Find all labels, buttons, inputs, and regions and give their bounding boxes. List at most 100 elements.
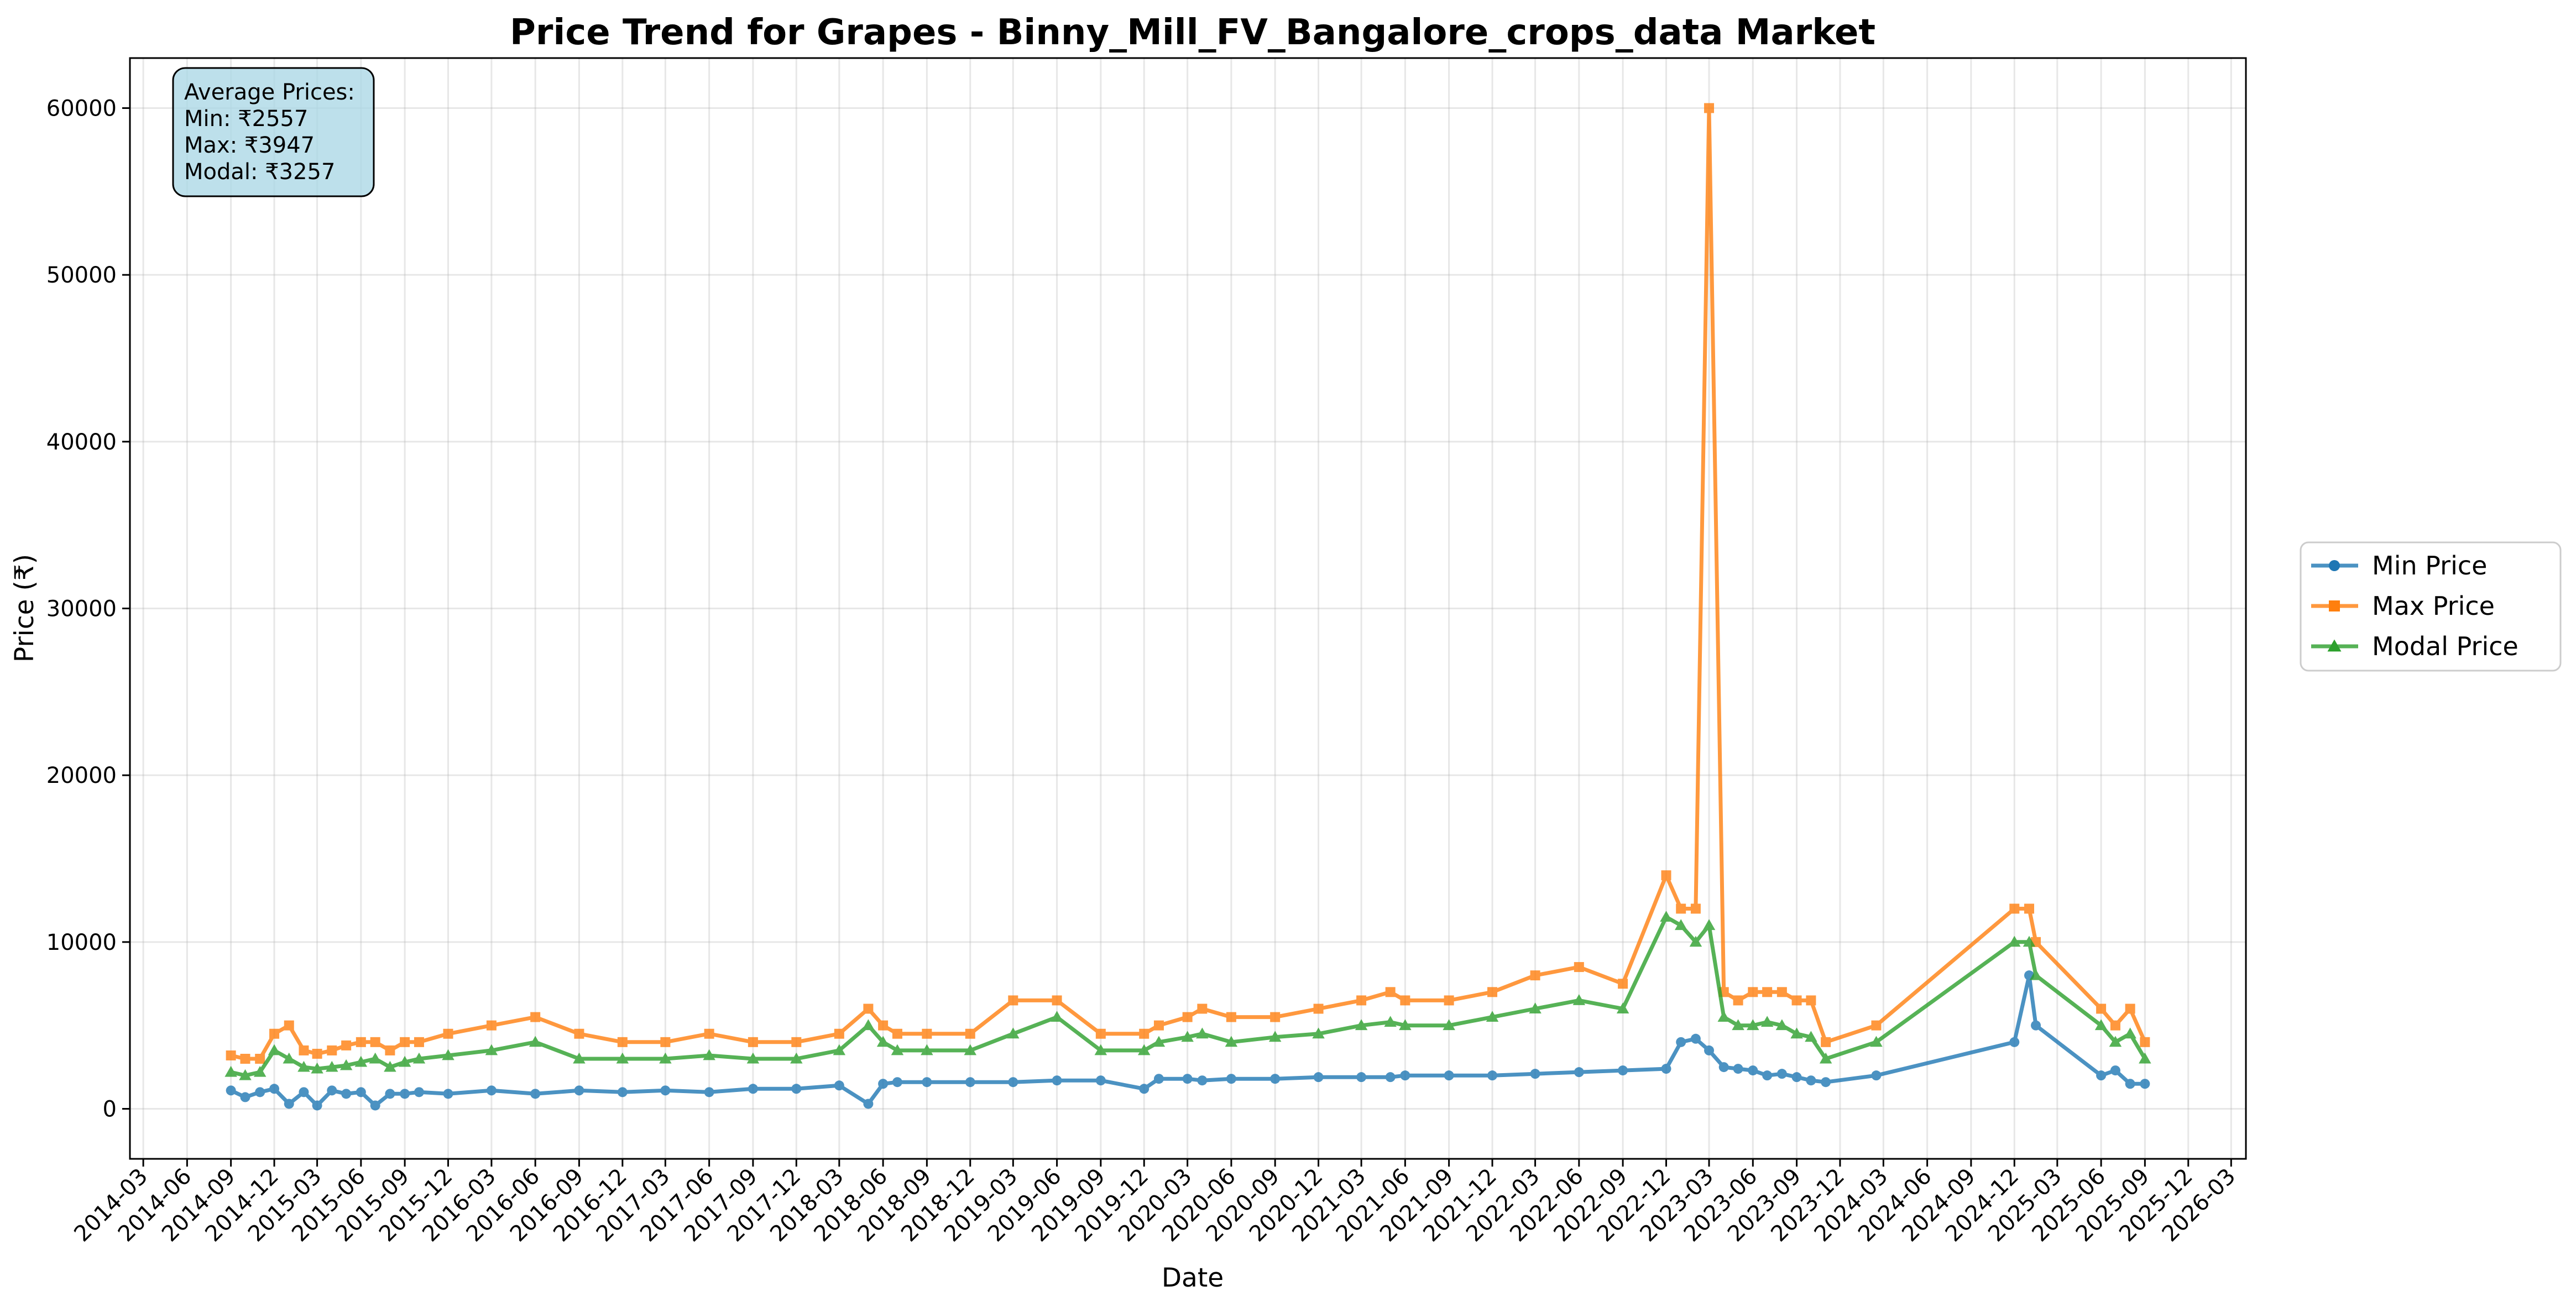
legend-entry-max-price: Max Price [2311, 591, 2495, 621]
min-price-point [370, 1100, 380, 1111]
min-price-series [226, 970, 2150, 1111]
min-price-point [2096, 1070, 2107, 1081]
y-tick-label: 30000 [46, 597, 117, 622]
max-price-point [1139, 1028, 1149, 1039]
min-price-point [1313, 1072, 1324, 1083]
modal-price-point [239, 1069, 252, 1080]
modal-price-point [1312, 1027, 1325, 1039]
modal-price-point [1702, 919, 1716, 931]
average-prices-heading: Average Prices: [184, 80, 355, 105]
min-price-point [748, 1084, 758, 1094]
modal-price-point [833, 1044, 846, 1055]
modal-price-point [268, 1044, 281, 1055]
modal-price-point [1152, 1036, 1166, 1047]
modal-price-point [1747, 1019, 1759, 1031]
modal-price-point [1674, 919, 1687, 931]
min-price-point [385, 1089, 395, 1099]
min-price-point [356, 1087, 366, 1097]
min-price-point [240, 1092, 250, 1102]
modal-price-point [2008, 935, 2021, 947]
min-price-point [1008, 1077, 1018, 1088]
min-price-point [327, 1085, 337, 1096]
min-price-point [1762, 1070, 1773, 1081]
min-price-point [269, 1084, 280, 1094]
modal-price-point [1355, 1019, 1368, 1031]
max-price-point [1095, 1028, 1106, 1039]
legend-marker-min-price [2329, 560, 2340, 571]
max-price-point [2125, 1003, 2135, 1014]
modal-price-point [1775, 1019, 1789, 1031]
min-price-point [341, 1089, 352, 1099]
modal-price-point [1051, 1011, 1063, 1022]
max-price-point [1270, 1012, 1281, 1022]
min-price-point [1182, 1074, 1193, 1084]
y-axis-label: Price (₹) [9, 554, 40, 662]
chart-title: Price Trend for Grapes - Binny_Mill_FV_B… [510, 12, 1875, 53]
modal-price-point [964, 1044, 977, 1055]
min-price-point [299, 1087, 309, 1097]
y-tick-label: 50000 [46, 263, 117, 288]
min-price-point [617, 1087, 628, 1097]
min-price-point [878, 1079, 889, 1089]
modal-price-point [1660, 911, 1673, 922]
max-price-point [1871, 1020, 1882, 1031]
modal-price-point [876, 1036, 890, 1047]
y-tick-label: 10000 [46, 930, 117, 955]
min-price-point [1226, 1074, 1236, 1084]
max-price-point [299, 1045, 309, 1055]
max-price-point [341, 1040, 352, 1050]
max-price-point [617, 1037, 628, 1047]
modal-price-point [224, 1065, 237, 1077]
min-price-point [791, 1084, 802, 1094]
average-min-price: Min: ₹2557 [184, 106, 308, 132]
legend: Min Price Max Price Modal Price [2300, 541, 2562, 672]
modal-price-point [790, 1052, 803, 1064]
max-price-point [2110, 1020, 2120, 1031]
max-price-point [1776, 987, 1787, 997]
min-price-point [530, 1089, 541, 1099]
min-price-point [2031, 1020, 2041, 1031]
modal-price-point [253, 1065, 267, 1077]
min-price-point [965, 1077, 975, 1088]
min-price-point [574, 1085, 584, 1096]
max-price-point [385, 1045, 395, 1055]
modal-price-point [2109, 1036, 2122, 1047]
average-prices-box: Average Prices: Min: ₹2557 Max: ₹3947 Mo… [172, 67, 375, 197]
max-price-point [878, 1020, 889, 1031]
modal-price-point [442, 1049, 454, 1060]
max-price-point [2096, 1003, 2107, 1014]
max-price-point [530, 1012, 541, 1022]
y-tick-label: 20000 [46, 763, 117, 788]
min-price-point [892, 1077, 902, 1088]
modal-price-point [2029, 969, 2042, 980]
modal-price-point [659, 1052, 672, 1064]
modal-price-point [1616, 1002, 1629, 1013]
min-price-point [1385, 1072, 1396, 1083]
modal-price-point [2094, 1019, 2108, 1031]
max-price-point [1052, 995, 1062, 1006]
legend-entry-modal-price: Modal Price [2311, 631, 2518, 661]
series-layer [224, 103, 2151, 1111]
legend-marker-max-price [2329, 600, 2340, 611]
max-price-point [1400, 995, 1410, 1006]
max-price-point [1444, 995, 1454, 1006]
min-price-point [1574, 1067, 1584, 1078]
modal-price-point [1137, 1044, 1151, 1055]
max-price-point [748, 1037, 758, 1047]
grid [130, 58, 2246, 1159]
min-price-point [1618, 1065, 1628, 1076]
max-price-point [327, 1045, 337, 1055]
modal-price-point [1384, 1016, 1397, 1027]
modal-price-point [2124, 1027, 2136, 1039]
min-price-point [1153, 1074, 1164, 1084]
modal-price-point [1717, 1011, 1730, 1022]
min-price-point [2140, 1079, 2150, 1089]
modal-price-point [326, 1060, 338, 1072]
modal-price-point [921, 1044, 933, 1055]
min-price-point [443, 1089, 453, 1099]
max-price-point [400, 1037, 410, 1047]
modal-price-point [1870, 1036, 1883, 1047]
max-price-point [1153, 1020, 1164, 1031]
min-price-point [226, 1085, 236, 1096]
